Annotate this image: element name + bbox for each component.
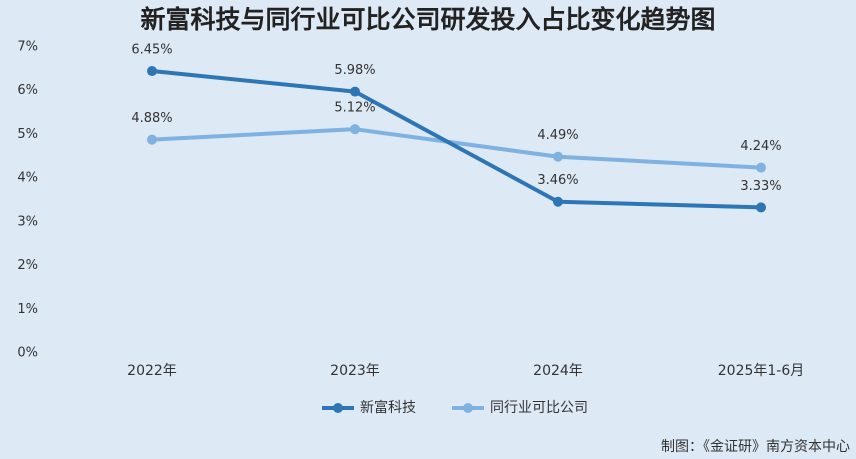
chart-title: 新富科技与同行业可比公司研发投入占比变化趋势图 — [140, 5, 715, 34]
point-marker — [553, 151, 563, 162]
y-tick-label: 7% — [17, 40, 38, 55]
data-label: 5.98% — [334, 63, 375, 78]
point-marker — [350, 124, 360, 135]
point-marker — [147, 66, 157, 77]
y-tick-label: 1% — [17, 302, 38, 317]
y-tick-label: 3% — [17, 214, 38, 229]
data-label: 3.46% — [537, 173, 578, 188]
y-tick-label: 4% — [17, 171, 38, 186]
y-tick-label: 5% — [17, 127, 38, 142]
x-tick-label: 2025年1-6月 — [718, 363, 805, 379]
point-marker — [756, 202, 766, 213]
data-label: 3.33% — [740, 179, 781, 194]
point-marker — [756, 162, 766, 173]
point-marker — [553, 196, 563, 207]
x-tick-label: 2024年 — [533, 363, 583, 379]
x-tick-label: 2022年 — [127, 363, 177, 379]
legend-swatch-marker — [463, 403, 473, 413]
data-label: 4.49% — [537, 128, 578, 143]
data-label: 4.88% — [131, 111, 172, 126]
point-marker — [350, 86, 360, 97]
y-tick-label: 6% — [17, 83, 38, 98]
source-note: 制图：《金证研》南方资本中心 — [661, 439, 850, 455]
point-marker — [147, 134, 157, 145]
data-label: 5.12% — [334, 101, 375, 116]
y-tick-label: 2% — [17, 258, 38, 273]
x-tick-label: 2023年 — [330, 363, 380, 379]
data-label: 4.24% — [740, 139, 781, 154]
series-line — [151, 69, 762, 210]
y-tick-label: 0% — [17, 346, 38, 361]
legend-swatch-marker — [333, 403, 343, 413]
data-label: 6.45% — [131, 43, 172, 58]
legend-label: 同行业可比公司 — [490, 400, 588, 416]
series-line — [151, 127, 762, 170]
legend-label: 新富科技 — [360, 399, 416, 416]
